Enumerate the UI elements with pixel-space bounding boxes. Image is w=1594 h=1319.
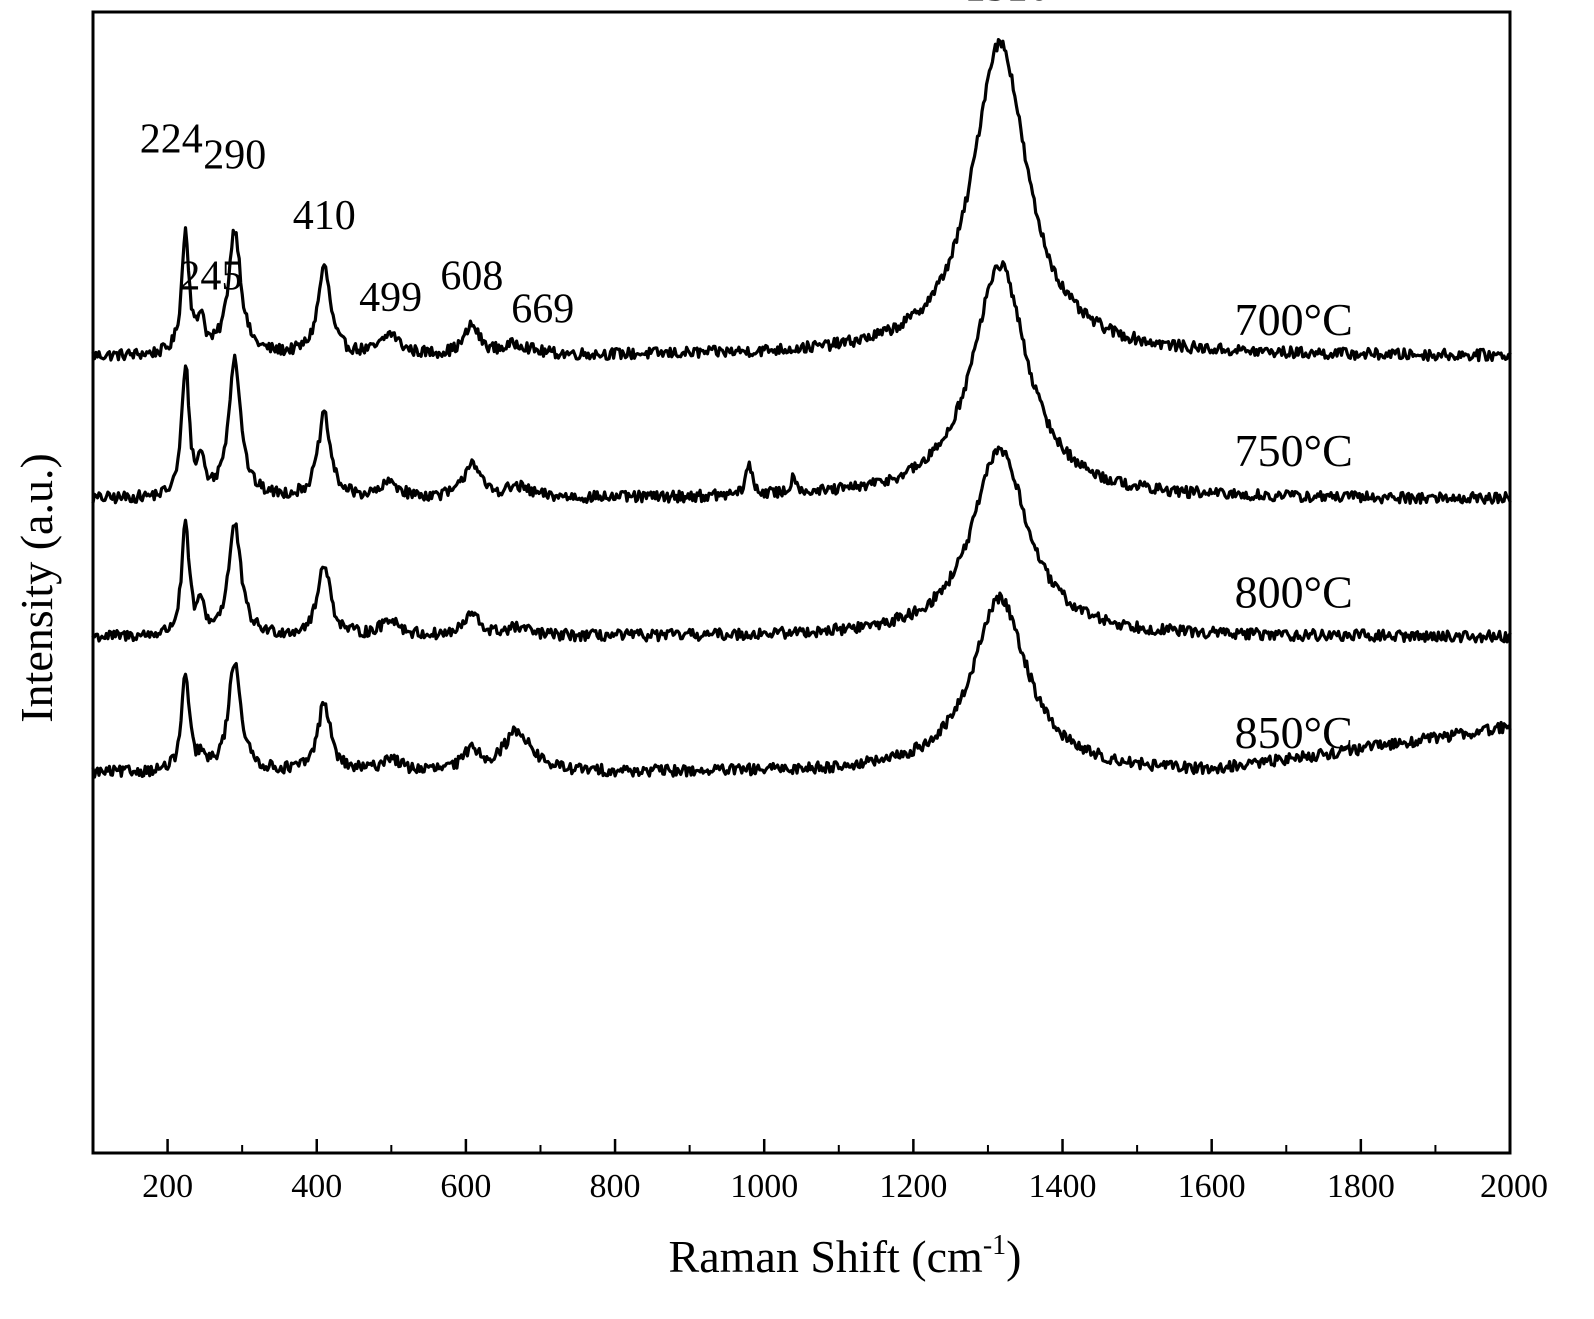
x-tick-label: 2000 — [1480, 1168, 1548, 1205]
x-tick-label: 400 — [291, 1168, 342, 1205]
x-axis-title-suffix: ) — [1006, 1231, 1021, 1282]
series-line — [91, 38, 1512, 363]
peak-label: 608 — [440, 253, 503, 299]
peak-label: 1316 — [965, 0, 1049, 11]
x-ticks — [166, 1139, 1512, 1153]
plot-frame — [91, 10, 1512, 1155]
x-tick-label: 1800 — [1327, 1168, 1395, 1205]
series-labels: 700°C 750°C 800°C 850°C — [1235, 294, 1353, 758]
x-axis-title-superscript: -1 — [983, 1230, 1006, 1261]
peak-label: 245 — [179, 253, 242, 299]
peak-label: 290 — [203, 132, 266, 178]
series-line — [91, 445, 1512, 644]
x-tick-label: 200 — [142, 1168, 193, 1205]
x-tick-label: 1200 — [879, 1168, 947, 1205]
x-tick-labels: 200 400 600 800 1000 1200 1400 1600 1800 2000 — [142, 1168, 1548, 1205]
series-label: 700°C — [1235, 294, 1353, 345]
series-line — [91, 591, 1512, 779]
peak-label: 669 — [511, 286, 574, 332]
x-tick-label: 800 — [590, 1168, 641, 1205]
series-curves — [91, 38, 1512, 779]
series-label: 750°C — [1235, 425, 1353, 476]
peak-label: 410 — [293, 193, 356, 239]
series-label: 850°C — [1235, 707, 1353, 758]
series-line — [91, 260, 1512, 505]
x-tick-label: 1000 — [730, 1168, 798, 1205]
x-tick-label: 600 — [440, 1168, 491, 1205]
series-label: 800°C — [1235, 567, 1353, 618]
x-tick-label: 1600 — [1178, 1168, 1246, 1205]
x-tick-label: 1400 — [1029, 1168, 1097, 1205]
peak-label: 499 — [359, 275, 422, 321]
y-axis-title: Intensity (a.u.) — [11, 453, 62, 723]
peak-label: 224 — [140, 116, 203, 162]
x-axis-title: Raman Shift (cm-1) — [669, 1230, 1022, 1282]
